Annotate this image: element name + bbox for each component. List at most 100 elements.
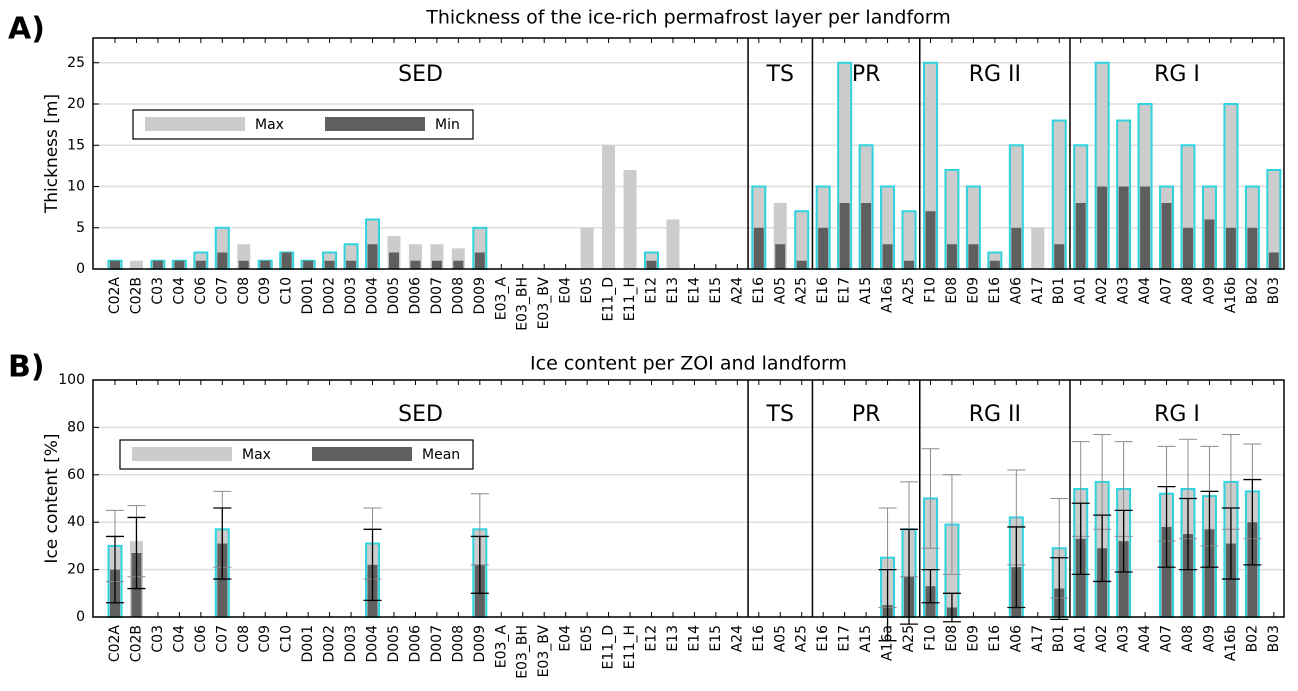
x-tick-label: D006	[407, 277, 423, 315]
x-tick-label: D005	[386, 277, 402, 315]
x-tick-label: A05	[772, 277, 788, 304]
x-tick-label: C10	[279, 277, 295, 305]
bar	[217, 252, 228, 269]
chart-title: Ice content per ZOI and landform	[530, 353, 847, 375]
x-tick-label: D003	[343, 277, 359, 315]
bar	[367, 244, 378, 269]
legend-label: Max	[242, 447, 271, 463]
y-tick-label: 20	[67, 96, 85, 112]
x-tick-label: C06	[193, 277, 209, 305]
bar	[1247, 522, 1258, 617]
x-tick-label: E15	[708, 277, 724, 304]
x-tick-label: A16b	[1223, 625, 1239, 661]
bar	[195, 260, 206, 269]
x-tick-label: A07	[1159, 625, 1175, 652]
x-tick-label: E11_H	[622, 625, 638, 669]
x-tick-label: D001	[300, 625, 316, 663]
bar	[1054, 244, 1065, 269]
x-tick-label: E16	[751, 277, 767, 304]
y-axis-label: Thickness [m]	[42, 94, 62, 214]
x-tick-label: E08	[944, 277, 960, 304]
x-tick-label: A25	[794, 625, 810, 652]
error-bar	[942, 474, 961, 575]
x-tick-label: A15	[858, 277, 874, 304]
x-tick-label: A17	[1030, 625, 1046, 652]
bar	[794, 210, 810, 270]
x-tick-label: B02	[1244, 625, 1260, 652]
x-tick-label: E16	[987, 277, 1003, 304]
x-tick-label: C02B	[128, 625, 144, 662]
bar	[431, 260, 442, 269]
bar	[1161, 203, 1172, 269]
x-tick-label: E04	[558, 625, 574, 652]
x-tick-label: A07	[1159, 277, 1175, 304]
group-label: TS	[766, 62, 794, 87]
group-label: TS	[766, 402, 794, 427]
bar	[796, 260, 807, 269]
x-tick-label: E17	[837, 625, 853, 652]
x-tick-label: E03_BH	[515, 277, 531, 331]
x-tick-label: D007	[429, 625, 445, 663]
bar	[1204, 219, 1215, 269]
error-bar	[1093, 514, 1112, 583]
x-tick-label: B02	[1244, 277, 1260, 304]
bar	[839, 203, 850, 269]
bar	[818, 227, 829, 269]
panel-label: B)	[8, 350, 45, 385]
bar	[861, 203, 872, 269]
y-tick-label: 25	[67, 55, 85, 71]
x-tick-label: D002	[322, 277, 338, 315]
x-tick-label: E09	[965, 277, 981, 304]
x-tick-label: B01	[1051, 625, 1067, 652]
bar	[1118, 186, 1129, 269]
bar	[602, 145, 616, 269]
x-tick-label: E08	[944, 625, 960, 652]
x-tick-label: A03	[1116, 277, 1132, 304]
x-tick-label: C08	[236, 625, 252, 653]
x-tick-label: A25	[794, 277, 810, 304]
error-bar	[1200, 490, 1219, 568]
bar	[1183, 534, 1193, 617]
x-tick-label: C02A	[107, 625, 123, 663]
panel-label: A)	[8, 12, 45, 47]
group-label: PR	[852, 62, 881, 87]
bar	[1118, 541, 1129, 617]
bar	[968, 244, 979, 269]
bar	[346, 260, 357, 269]
x-tick-label: A06	[1008, 625, 1024, 652]
x-tick-label: A17	[1030, 277, 1046, 304]
x-tick-label: A08	[1180, 277, 1196, 304]
x-tick-label: E12	[644, 277, 660, 304]
bar	[989, 260, 1000, 269]
x-tick-label: E16	[815, 277, 831, 304]
legend-label: Max	[255, 117, 284, 133]
bar	[580, 227, 594, 269]
x-tick-label: D007	[429, 277, 445, 315]
x-tick-label: A25	[901, 625, 917, 652]
x-tick-label: F10	[922, 625, 938, 651]
x-tick-label: B01	[1051, 277, 1067, 304]
x-tick-label: C02A	[107, 277, 123, 315]
x-tick-label: D008	[450, 277, 466, 315]
bar	[1140, 186, 1151, 269]
bar	[1075, 538, 1086, 617]
bar	[1011, 227, 1022, 269]
legend-label: Min	[435, 117, 460, 133]
bar	[904, 260, 915, 269]
error-bar	[1007, 526, 1026, 609]
group-label: SED	[398, 402, 443, 427]
bar	[666, 219, 680, 269]
x-tick-label: A02	[1094, 625, 1110, 652]
x-tick-label: E15	[708, 625, 724, 652]
x-tick-label: D005	[386, 625, 402, 663]
x-tick-label: D009	[472, 625, 488, 663]
bar	[324, 260, 335, 269]
x-tick-label: A04	[1137, 625, 1153, 652]
error-bar	[213, 507, 232, 580]
x-tick-label: A02	[1094, 277, 1110, 304]
group-label: RG II	[969, 62, 1021, 87]
x-tick-label: E14	[686, 625, 702, 652]
bar	[1031, 227, 1045, 269]
bar	[1268, 252, 1279, 269]
